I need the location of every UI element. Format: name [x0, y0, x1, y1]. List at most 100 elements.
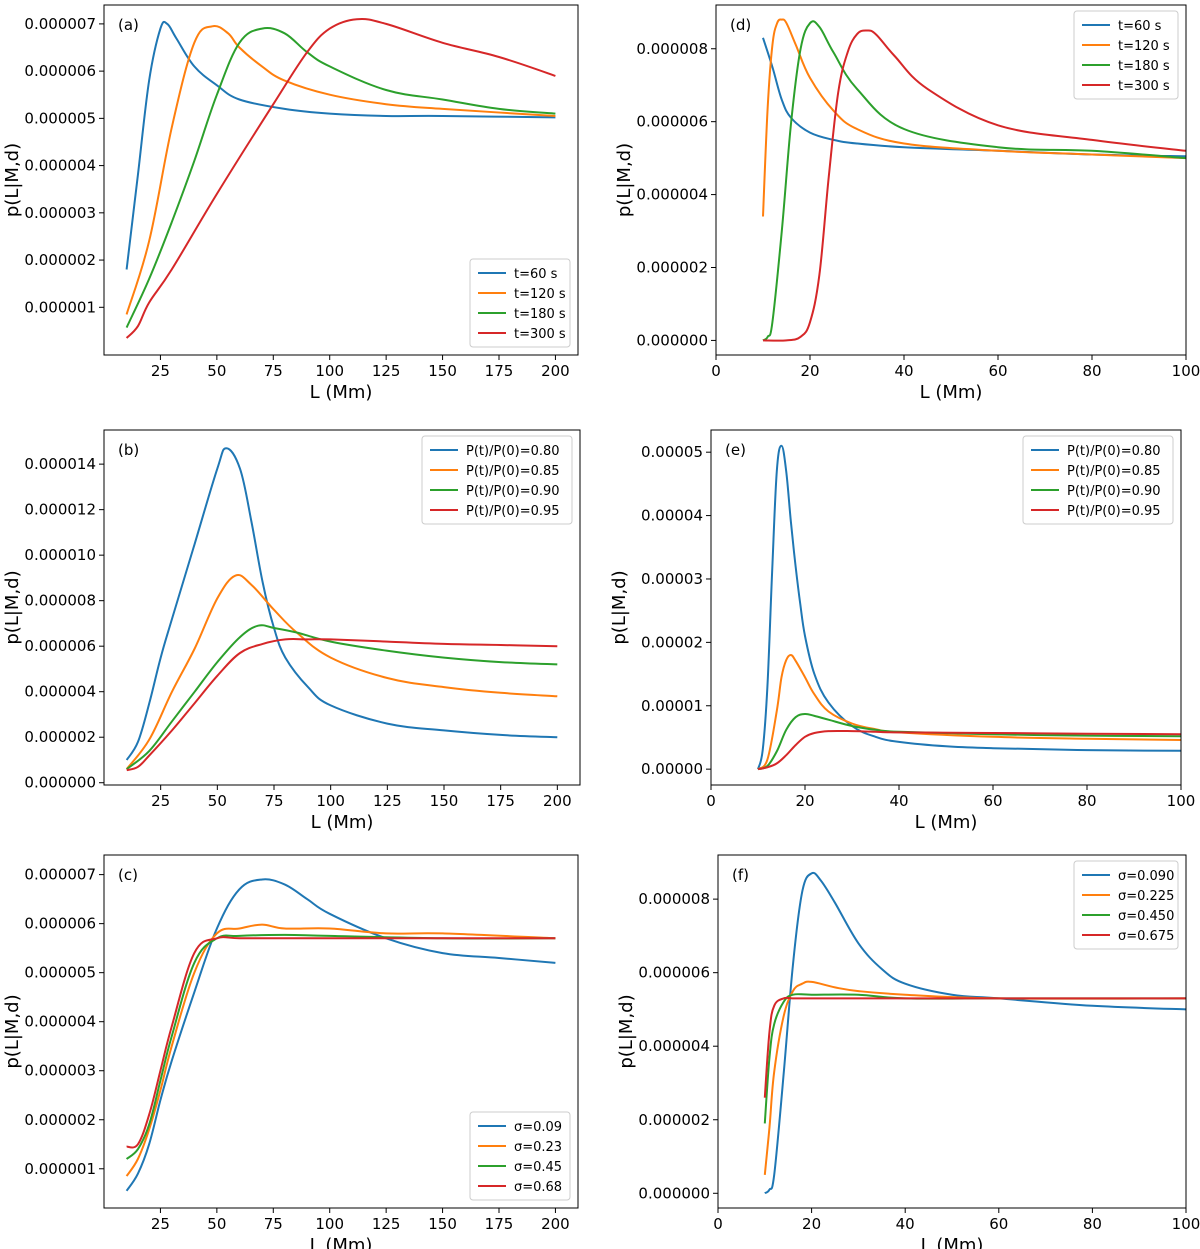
plot-frame: [717, 854, 1187, 1209]
x-tick-label: 125: [373, 792, 402, 810]
x-tick-label: 200: [541, 1215, 570, 1233]
series-line-0: [125, 878, 556, 1192]
y-tick-label: 0.000007: [24, 866, 96, 884]
x-tick-label: 20: [802, 1215, 821, 1233]
y-tick-label: 0.000001: [24, 1160, 96, 1178]
y-tick-label: 0.000000: [24, 774, 96, 792]
series-line-1: [125, 923, 556, 1177]
x-tick-label: 0: [711, 362, 721, 380]
x-tick-label: 150: [428, 362, 457, 380]
panel-label: (d): [730, 16, 751, 34]
legend-entry: P(t)/P(0)=0.80: [466, 444, 560, 459]
x-tick-label: 50: [208, 792, 227, 810]
legend-box: [1022, 435, 1174, 525]
y-axis-label: p(L|M,d): [2, 143, 23, 217]
y-tick-label: 0.000003: [24, 204, 96, 222]
y-tick-label: 0.000006: [24, 637, 96, 655]
y-tick-label: 0.000005: [24, 964, 96, 982]
x-tick-label: 0: [706, 792, 716, 810]
x-tick-label: 175: [485, 362, 514, 380]
series-line-2: [126, 624, 558, 770]
series-line-3: [763, 996, 1186, 1098]
y-tick-label: 0.000004: [24, 1013, 96, 1031]
legend: P(t)/P(0)=0.80 P(t)/P(0)=0.85 P(t)/P(0)=0.…: [1022, 435, 1174, 525]
x-tick-label: 100: [1172, 1215, 1200, 1233]
x-tick-label: 40: [894, 362, 913, 380]
x-tick-label: 0: [713, 1215, 723, 1233]
x-tick-label: 25: [151, 362, 170, 380]
series-line-0: [125, 447, 558, 761]
legend-box: [421, 435, 573, 525]
legend-box: [469, 258, 571, 348]
x-tick-label: 175: [486, 792, 515, 810]
series-line-1: [763, 980, 1186, 1175]
plot-frame: [103, 4, 579, 356]
x-tick-label: 40: [889, 792, 908, 810]
y-tick-label: 0.000006: [24, 915, 96, 933]
legend-entry: P(t)/P(0)=0.85: [1067, 464, 1161, 479]
y-axis-label: p(L|M,d): [2, 994, 23, 1068]
x-tick-label: 60: [988, 362, 1007, 380]
series-line-3: [126, 638, 558, 772]
panel-5: 0 20 40 60 80 100 0.000000 0.000002 0.000004 0.00…: [616, 854, 1200, 1249]
y-tick-label: 0.00004: [641, 507, 703, 525]
legend-entry: t=60 s: [514, 267, 558, 282]
series-line-0: [125, 20, 556, 270]
y-tick-label: 0.000005: [24, 109, 96, 127]
x-tick-label: 175: [485, 1215, 514, 1233]
x-tick-label: 150: [430, 792, 459, 810]
panel-2: 25 50 75 100 125 150 175 200 0.000000 0.000002 0.0…: [2, 429, 581, 833]
legend: σ=0.09 σ=0.23 σ=0.45 σ=0.68: [469, 1111, 571, 1201]
x-tick-label: 100: [1172, 362, 1200, 380]
y-tick-label: 0.000008: [24, 592, 96, 610]
y-tick-label: 0.000003: [24, 1062, 96, 1080]
y-tick-label: 0.00000: [641, 760, 703, 778]
y-tick-label: 0.000006: [638, 964, 710, 982]
legend-entry: t=120 s: [514, 287, 566, 302]
panel-3: 0 20 40 60 80 100 0.00000 0.00001 0.00002 0.00003…: [609, 429, 1195, 833]
legend-entry: σ=0.450: [1118, 909, 1174, 924]
panel-1: 0 20 40 60 80 100 0.000000 0.000002 0.000004 0.00…: [614, 4, 1200, 403]
x-tick-label: 100: [316, 792, 345, 810]
legend-entry: σ=0.090: [1118, 869, 1174, 884]
panel-label: (f): [732, 866, 749, 884]
series-line-2: [762, 20, 1186, 342]
y-tick-label: 0.000008: [636, 40, 708, 58]
x-tick-label: 50: [207, 1215, 226, 1233]
series-line-1: [762, 18, 1186, 217]
x-tick-label: 75: [264, 1215, 283, 1233]
panel-label: (b): [118, 441, 139, 459]
series-line-1: [125, 24, 556, 315]
x-tick-label: 150: [428, 1215, 457, 1233]
y-tick-label: 0.000000: [636, 331, 708, 349]
series-line-1: [757, 654, 1181, 771]
y-tick-label: 0.000007: [24, 15, 96, 33]
legend-entry: P(t)/P(0)=0.95: [1067, 504, 1161, 519]
x-axis-label: L (Mm): [921, 1235, 984, 1249]
x-tick-label: 125: [372, 1215, 401, 1233]
x-tick-label: 80: [1083, 1215, 1102, 1233]
series-line-1: [125, 574, 558, 770]
legend: P(t)/P(0)=0.80 P(t)/P(0)=0.85 P(t)/P(0)=0.…: [421, 435, 573, 525]
panel-4: 25 50 75 100 125 150 175 200 0.000001 0.000002 0.0…: [2, 854, 579, 1249]
x-tick-label: 80: [1077, 792, 1096, 810]
x-tick-label: 40: [896, 1215, 915, 1233]
y-tick-label: 0.000004: [24, 683, 96, 701]
y-tick-label: 0.00002: [641, 633, 703, 651]
legend-entry: t=300 s: [1118, 79, 1170, 94]
legend-entry: σ=0.225: [1118, 889, 1174, 904]
x-tick-label: 25: [151, 1215, 170, 1233]
legend-entry: t=180 s: [514, 307, 566, 322]
x-tick-label: 100: [315, 1215, 344, 1233]
x-tick-label: 20: [795, 792, 814, 810]
series-line-3: [762, 29, 1186, 342]
legend-entry: P(t)/P(0)=0.95: [466, 504, 560, 519]
series-line-2: [125, 27, 556, 329]
y-axis-label: p(L|M,d): [2, 570, 23, 644]
x-tick-label: 75: [264, 362, 283, 380]
plot-frame: [103, 854, 579, 1209]
y-tick-label: 0.000010: [24, 546, 96, 564]
x-axis-label: L (Mm): [310, 382, 373, 403]
y-tick-label: 0.000002: [24, 1111, 96, 1129]
